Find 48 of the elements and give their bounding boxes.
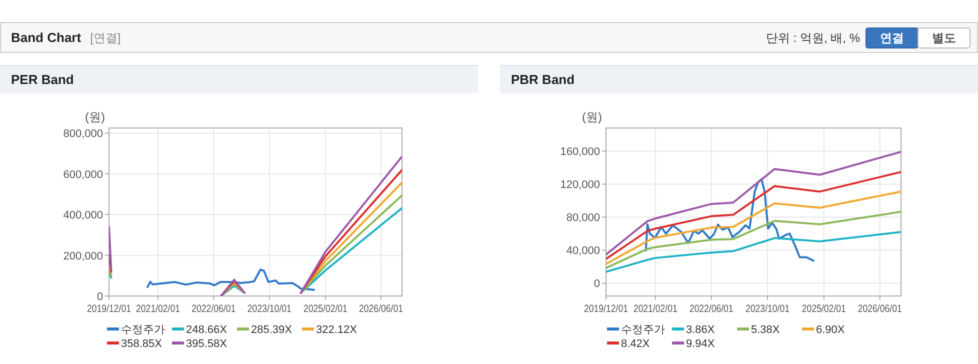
legend-label: 285.39X [251,324,293,336]
legend-label: 5.38X [751,324,780,336]
y-tick-label: 0 [96,291,103,303]
legend-label: 358.85X [121,338,163,350]
legend-label: 수정주가 [621,324,665,336]
legend-label: 248.66X [186,324,228,336]
x-tick-label: 2026/06/01 [858,303,910,315]
legend-label: 9.94X [686,338,716,350]
y-tick-label: 120,000 [560,179,600,192]
text: 별도 [932,31,956,45]
x-tick-label: 2025/02/01 [802,303,854,315]
x-tick-label: 2021/02/01 [136,303,189,315]
x-tick-label: 2022/06/01 [689,303,742,315]
line-series [606,210,901,270]
text: 연결 [880,31,904,45]
y-tick-label: 160,000 [560,146,600,158]
x-tick-label: 2021/02/01 [633,303,686,315]
legend-label: 3.86X [686,324,716,336]
x-tick-label: 2025/02/01 [303,303,356,315]
legend-label: 8.42X [621,338,650,350]
line-series [606,190,901,265]
line-series [644,178,814,262]
chart-title: PBR Band [511,72,575,87]
y-tick-label: 0 [594,278,600,290]
y-axis-title: (원) [582,110,602,124]
y-tick-label: 40,000 [566,245,600,258]
legend-label: 6.90X [816,324,846,336]
line-series [606,150,901,256]
legend-label: 395.58X [186,338,228,350]
legend-label: 322.12X [316,324,358,336]
line-series [146,268,316,291]
text: Band Chart [11,30,82,45]
text: 단위 : 억원, 배, % [766,31,860,45]
line-series [606,231,901,273]
x-tick-label: 2023/10/01 [247,303,300,315]
y-tick-label: 80,000 [566,212,600,224]
x-tick-label: 2023/10/01 [746,303,798,315]
line-series [606,171,901,260]
y-tick-label: 600,000 [63,168,103,181]
x-tick-label: 2026/06/01 [359,303,412,315]
chart-title: PER Band [11,72,74,87]
text: [연결] [90,31,121,45]
y-tick-label: 400,000 [63,210,103,222]
legend-label: 수정주가 [121,324,165,336]
y-tick-label: 200,000 [63,250,103,262]
y-axis-title: (원) [85,110,105,124]
y-tick-label: 800,000 [63,128,103,140]
x-tick-label: 2022/06/01 [192,303,244,315]
